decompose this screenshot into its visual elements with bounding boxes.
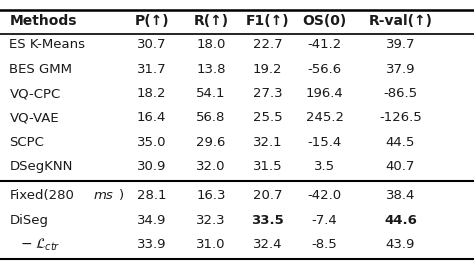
Text: 44.6: 44.6 (384, 214, 417, 227)
Text: 32.0: 32.0 (196, 160, 226, 173)
Text: -15.4: -15.4 (308, 136, 342, 149)
Text: 25.5: 25.5 (253, 111, 283, 124)
Text: 30.9: 30.9 (137, 160, 166, 173)
Text: -56.6: -56.6 (308, 63, 342, 76)
Text: 18.0: 18.0 (196, 38, 226, 51)
Text: 32.3: 32.3 (196, 214, 226, 227)
Text: R-val(↑): R-val(↑) (368, 14, 433, 28)
Text: 16.3: 16.3 (196, 189, 226, 202)
Text: -86.5: -86.5 (383, 87, 418, 100)
Text: -8.5: -8.5 (312, 238, 337, 251)
Text: 29.6: 29.6 (196, 136, 226, 149)
Text: 196.4: 196.4 (306, 87, 344, 100)
Text: ES K-Means: ES K-Means (9, 38, 85, 51)
Text: 22.7: 22.7 (253, 38, 283, 51)
Text: 30.7: 30.7 (137, 38, 166, 51)
Text: ): ) (118, 189, 124, 202)
Text: ms: ms (93, 189, 113, 202)
Text: 16.4: 16.4 (137, 111, 166, 124)
Text: Methods: Methods (9, 14, 77, 28)
Text: 27.3: 27.3 (253, 87, 283, 100)
Text: F1(↑): F1(↑) (246, 14, 290, 28)
Text: 33.9: 33.9 (137, 238, 166, 251)
Text: 39.7: 39.7 (386, 38, 415, 51)
Text: 32.4: 32.4 (253, 238, 283, 251)
Text: 43.9: 43.9 (386, 238, 415, 251)
Text: 3.5: 3.5 (314, 160, 335, 173)
Text: R(↑): R(↑) (193, 14, 228, 28)
Text: 245.2: 245.2 (306, 111, 344, 124)
Text: VQ-VAE: VQ-VAE (9, 111, 59, 124)
Text: 20.7: 20.7 (253, 189, 283, 202)
Text: $\ \ -\mathcal{L}_{ctr}$: $\ \ -\mathcal{L}_{ctr}$ (9, 236, 61, 253)
Text: 18.2: 18.2 (137, 87, 166, 100)
Text: OS(0): OS(0) (302, 14, 347, 28)
Text: DiSeg: DiSeg (9, 214, 48, 227)
Text: 34.9: 34.9 (137, 214, 166, 227)
Text: 31.7: 31.7 (137, 63, 166, 76)
Text: -41.2: -41.2 (308, 38, 342, 51)
Text: 33.5: 33.5 (251, 214, 284, 227)
Text: 44.5: 44.5 (386, 136, 415, 149)
Text: 32.1: 32.1 (253, 136, 283, 149)
Text: 19.2: 19.2 (253, 63, 283, 76)
Text: -7.4: -7.4 (312, 214, 337, 227)
Text: 54.1: 54.1 (196, 87, 226, 100)
Text: 13.8: 13.8 (196, 63, 226, 76)
Text: 31.5: 31.5 (253, 160, 283, 173)
Text: 31.0: 31.0 (196, 238, 226, 251)
Text: Fixed(280: Fixed(280 (9, 189, 74, 202)
Text: -42.0: -42.0 (308, 189, 342, 202)
Text: 56.8: 56.8 (196, 111, 226, 124)
Text: VQ-CPC: VQ-CPC (9, 87, 61, 100)
Text: DSegKNN: DSegKNN (9, 160, 73, 173)
Text: 28.1: 28.1 (137, 189, 166, 202)
Text: SCPC: SCPC (9, 136, 45, 149)
Text: 38.4: 38.4 (386, 189, 415, 202)
Text: 37.9: 37.9 (386, 63, 415, 76)
Text: 40.7: 40.7 (386, 160, 415, 173)
Text: -126.5: -126.5 (379, 111, 422, 124)
Text: P(↑): P(↑) (134, 14, 169, 28)
Text: BES GMM: BES GMM (9, 63, 73, 76)
Text: 35.0: 35.0 (137, 136, 166, 149)
